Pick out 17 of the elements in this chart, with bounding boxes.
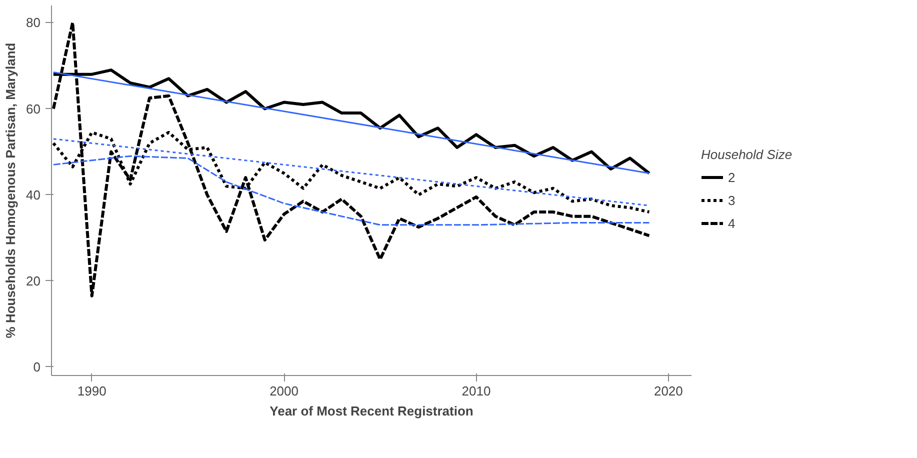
line-series [52, 21, 651, 298]
legend-title: Household Size [701, 147, 792, 162]
y-axis-title: % Households Homogenous Partisan, Maryland [3, 42, 18, 338]
x-tick-label: 2010 [462, 384, 491, 398]
x-tick-label: 2000 [270, 384, 299, 398]
y-tick-label: 0 [33, 359, 41, 374]
y-tick-label: 20 [26, 273, 41, 288]
x-tick-label: 2020 [654, 384, 683, 398]
legend-label: 3 [728, 192, 736, 208]
x-axis-title: Year of Most Recent Registration [270, 404, 474, 418]
y-tick-label: 60 [26, 101, 41, 116]
legend-label: 2 [728, 170, 736, 184]
y-tick-label: 40 [26, 187, 41, 202]
line-series [52, 155, 650, 226]
y-tick-label: 80 [26, 15, 41, 30]
x-tick-label: 1990 [77, 384, 106, 398]
legend-label: 4 [728, 216, 736, 230]
